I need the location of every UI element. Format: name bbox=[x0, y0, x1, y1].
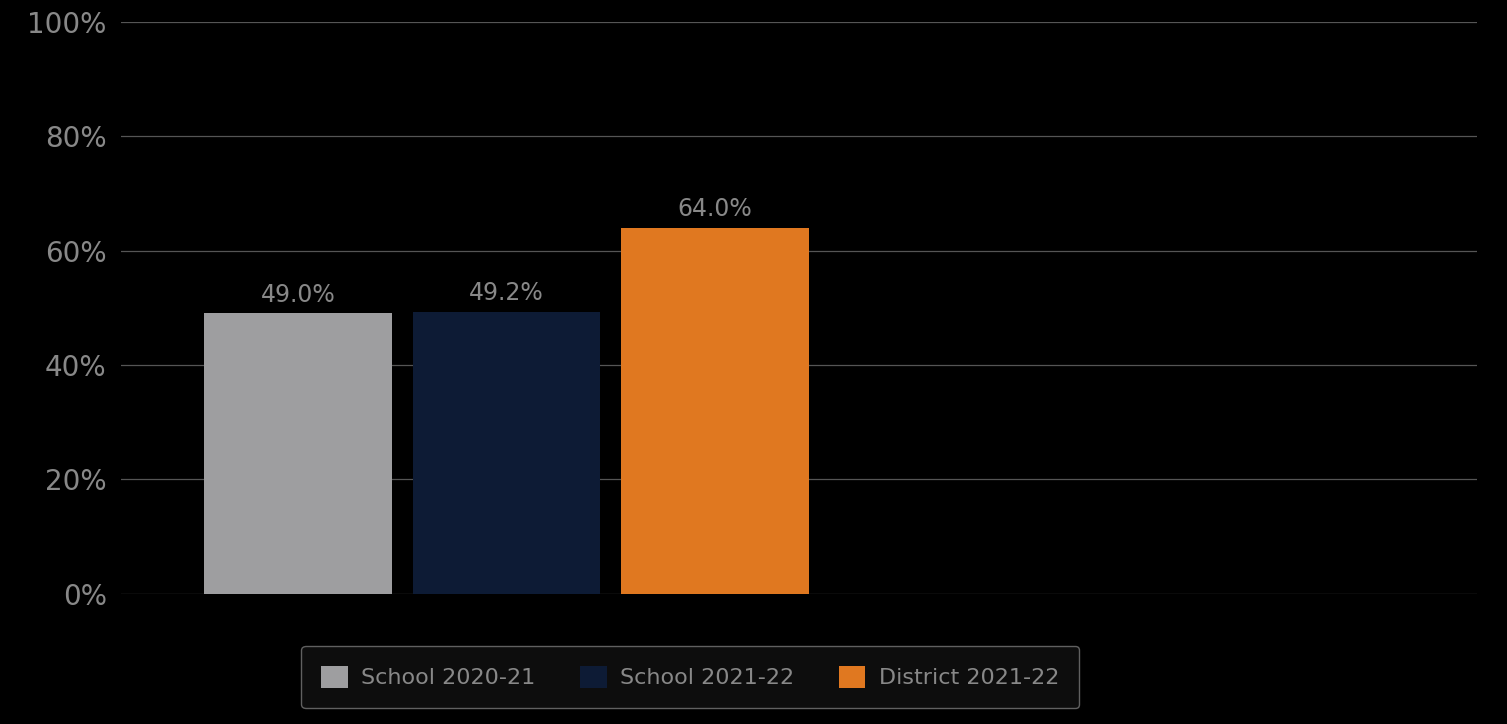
Legend: School 2020-21, School 2021-22, District 2021-22: School 2020-21, School 2021-22, District… bbox=[301, 646, 1079, 708]
Bar bbox=[621, 227, 809, 594]
Bar bbox=[203, 313, 392, 594]
Text: 49.0%: 49.0% bbox=[261, 282, 335, 306]
Text: 49.2%: 49.2% bbox=[469, 282, 544, 306]
Bar bbox=[413, 312, 600, 594]
Text: 64.0%: 64.0% bbox=[678, 197, 752, 221]
